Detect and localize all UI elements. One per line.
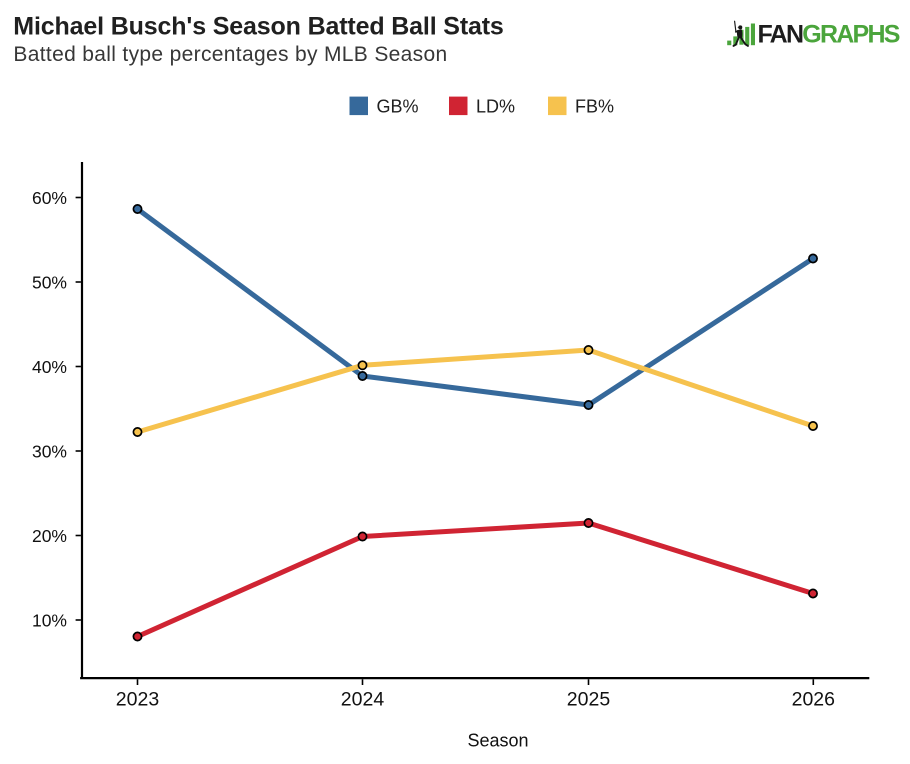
svg-text:Batted ball type percentages b: Batted ball type percentages by MLB Seas…	[13, 43, 447, 66]
svg-text:Michael Busch's Season Batted: Michael Busch's Season Batted Ball Stats	[13, 13, 503, 41]
svg-text:10%: 10%	[32, 610, 67, 630]
svg-text:Season: Season	[467, 731, 528, 751]
svg-text:20%: 20%	[32, 526, 67, 546]
svg-text:30%: 30%	[32, 441, 67, 461]
svg-text:40%: 40%	[32, 357, 67, 377]
svg-text:60%: 60%	[32, 188, 67, 208]
svg-text:2023: 2023	[116, 689, 159, 711]
svg-text:50%: 50%	[32, 272, 67, 292]
svg-text:LD%: LD%	[476, 97, 515, 117]
svg-text:FB%: FB%	[575, 97, 614, 117]
svg-text:2025: 2025	[567, 689, 611, 711]
svg-text:2024: 2024	[341, 689, 385, 711]
svg-text:2026: 2026	[792, 689, 835, 711]
svg-text:FANGRAPHS: FANGRAPHS	[758, 20, 900, 48]
svg-text:GB%: GB%	[377, 97, 419, 117]
